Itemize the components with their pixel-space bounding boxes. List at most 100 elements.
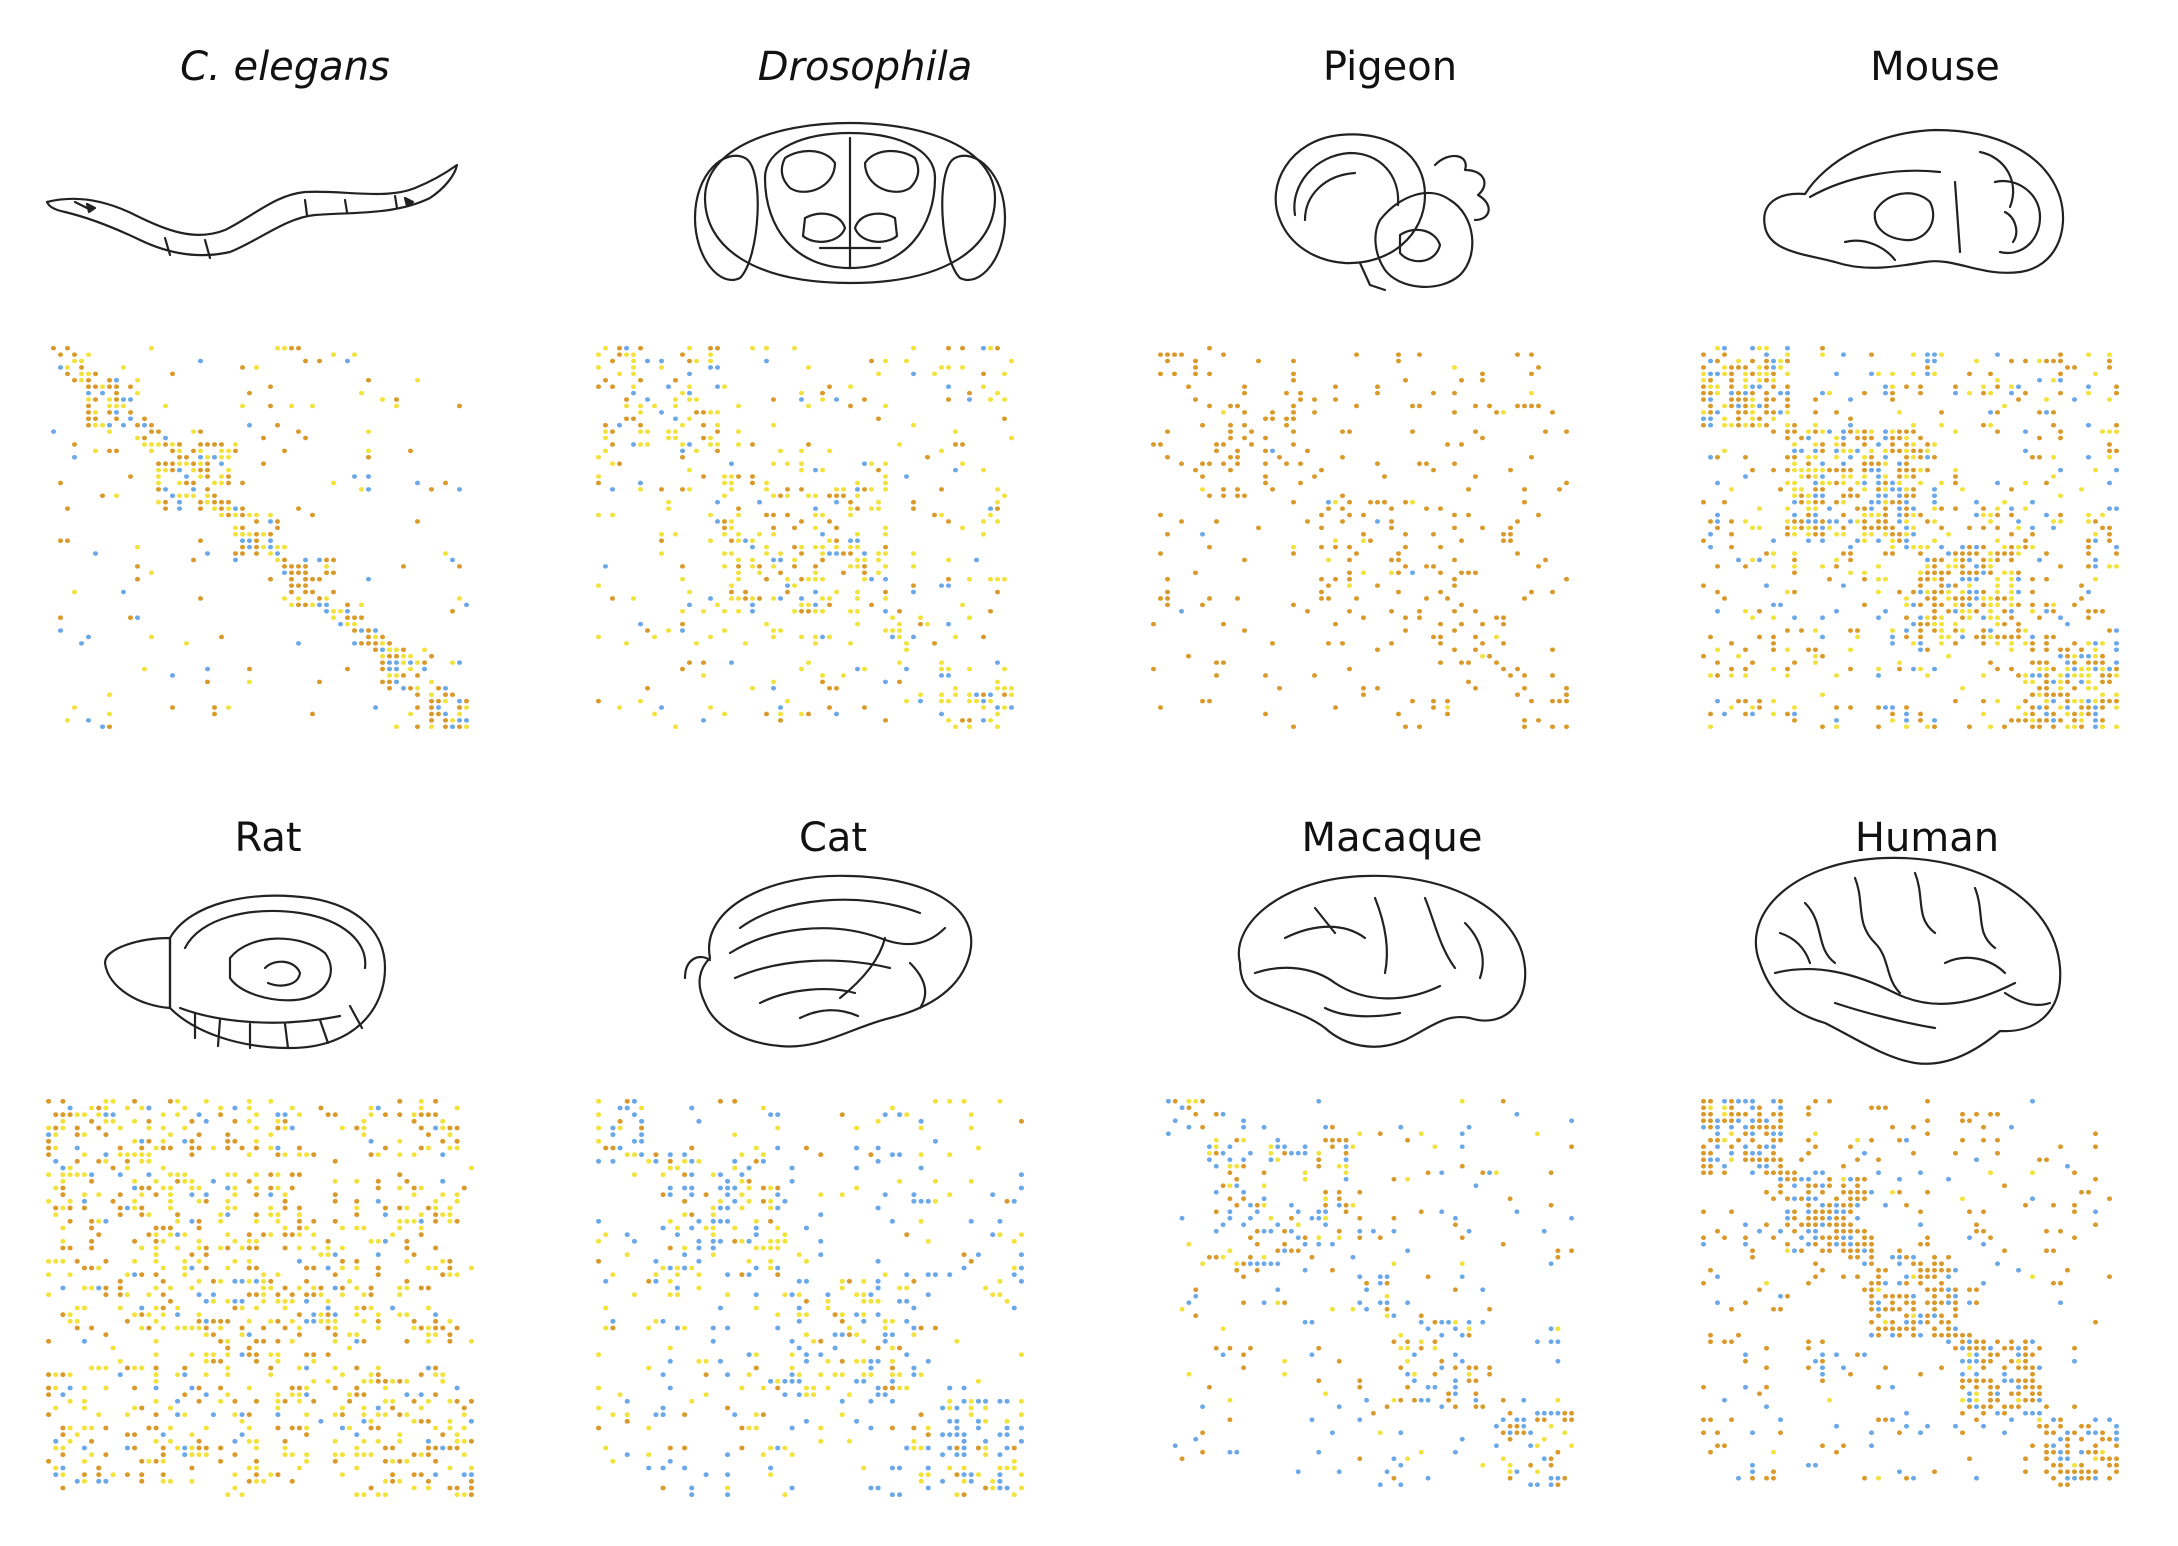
matrix-cell [1784, 1170, 1791, 1176]
matrix-cell [1742, 1150, 1749, 1156]
matrix-cell [1370, 1410, 1376, 1416]
matrix-cell [1847, 416, 1854, 422]
matrix-cell [246, 666, 253, 672]
matrix-cell [368, 1105, 374, 1111]
matrix-cell [46, 1338, 52, 1344]
matrix-cell [1931, 666, 1938, 672]
matrix-cell [746, 1352, 752, 1358]
matrix-cell [1770, 416, 1777, 422]
matrix-cell [1812, 422, 1819, 428]
matrix-cell [819, 551, 826, 556]
matrix-cell [468, 1338, 474, 1344]
matrix-cell [1220, 1222, 1226, 1228]
matrix-cell [139, 1245, 145, 1251]
matrix-cell [875, 1485, 881, 1491]
matrix-cell [433, 1318, 439, 1324]
matrix-cell [746, 1165, 752, 1171]
matrix-svg [1700, 345, 2120, 730]
matrix-cell [1288, 1150, 1294, 1156]
matrix-cell [1966, 596, 1973, 601]
matrix-cell [2036, 615, 2043, 621]
matrix-cell [1798, 435, 1805, 441]
matrix-cell [67, 1272, 73, 1278]
matrix-cell [1186, 1300, 1192, 1306]
matrix-cell [1882, 576, 1889, 582]
matrix-cell [1861, 570, 1868, 576]
matrix-cell [2057, 1436, 2064, 1442]
matrix-cell [1714, 589, 1721, 595]
matrix-cell [153, 1145, 159, 1151]
matrix-cell [428, 705, 435, 710]
matrix-cell [756, 570, 763, 576]
connectivity-matrix [1165, 1098, 1575, 1488]
matrix-cell [868, 358, 875, 364]
matrix-cell [1854, 1228, 1861, 1234]
matrix-cell [1364, 1397, 1370, 1403]
matrix-cell [1302, 1144, 1308, 1150]
matrix-cell [1819, 442, 1826, 447]
matrix-cell [92, 410, 99, 415]
matrix-cell [1295, 1150, 1301, 1156]
matrix-cell [679, 448, 686, 454]
matrix-cell [1241, 1300, 1247, 1306]
matrix-cell [947, 1272, 953, 1278]
matrix-cell [261, 1285, 267, 1291]
matrix-cell [2015, 384, 2022, 390]
matrix-cell [1171, 371, 1178, 377]
matrix-cell [1875, 371, 1882, 377]
matrix-cell [689, 1398, 695, 1404]
matrix-cell [2043, 1443, 2050, 1449]
matrix-cell [1721, 403, 1728, 409]
matrix-cell [846, 1278, 852, 1284]
matrix-cell [1346, 576, 1353, 582]
matrix-cell [268, 1185, 274, 1191]
matrix-cell [246, 1425, 252, 1431]
matrix-cell [714, 429, 721, 434]
matrix-cell [1534, 1339, 1540, 1345]
matrix-cell [106, 410, 113, 415]
matrix-cell [1847, 1196, 1854, 1202]
matrix-cell [64, 371, 71, 377]
matrix-cell [288, 589, 295, 595]
matrix-cell [74, 1158, 80, 1164]
matrix-cell [1931, 506, 1938, 511]
matrix-cell [763, 576, 770, 582]
matrix-cell [1777, 410, 1784, 415]
species-label: Human [1854, 815, 2000, 861]
matrix-cell [728, 461, 735, 467]
matrix-cell [868, 487, 875, 492]
matrix-cell [1700, 371, 1707, 377]
matrix-cell [1493, 634, 1500, 640]
matrix-cell [1924, 1313, 1931, 1319]
matrix-cell [854, 1185, 860, 1191]
matrix-cell [1994, 557, 2001, 563]
matrix-cell [798, 467, 805, 473]
matrix-cell [358, 641, 365, 646]
matrix-cell [1275, 1144, 1281, 1150]
matrix-cell [1714, 647, 1721, 653]
matrix-cell [218, 442, 225, 447]
matrix-cell [1875, 512, 1882, 518]
matrix-cell [2106, 679, 2113, 685]
matrix-cell [1227, 1248, 1233, 1254]
matrix-cell [375, 1252, 381, 1258]
matrix-cell [1535, 403, 1542, 409]
matrix-cell [749, 564, 756, 569]
matrix-cell [833, 589, 840, 595]
matrix-cell [295, 570, 302, 576]
matrix-cell [379, 679, 386, 685]
matrix-cell [1521, 685, 1528, 691]
matrix-cell [442, 480, 449, 486]
matrix-cell [139, 1138, 145, 1144]
matrix-cell [67, 1205, 73, 1211]
matrix-cell [418, 1372, 424, 1378]
matrix-cell [1882, 506, 1889, 511]
matrix-cell [1548, 1261, 1554, 1267]
matrix-cell [777, 557, 784, 563]
matrix-cell [442, 711, 449, 717]
matrix-cell [379, 666, 386, 672]
matrix-cell [190, 448, 197, 454]
matrix-cell [616, 422, 623, 428]
matrix-cell [1966, 371, 1973, 377]
matrix-cell [253, 1352, 259, 1358]
